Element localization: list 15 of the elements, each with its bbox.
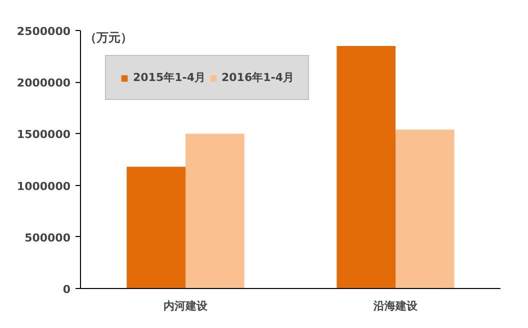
bar bbox=[186, 134, 244, 288]
legend-label: 2015年1-4月 bbox=[133, 70, 206, 85]
y-tick-label: 0 bbox=[62, 283, 71, 296]
y-tick-label: 500000 bbox=[24, 231, 71, 244]
legend-label: 2016年1-4月 bbox=[222, 70, 294, 85]
y-tick-label: 1500000 bbox=[16, 128, 71, 142]
x-tick-label: 沿海建设 bbox=[372, 300, 418, 312]
bar bbox=[336, 46, 396, 288]
y-tick-label: 1000000 bbox=[16, 180, 71, 193]
y-tick-label: 2500000 bbox=[16, 25, 71, 38]
bar bbox=[396, 130, 454, 288]
y-tick-label: 2000000 bbox=[16, 76, 71, 90]
bar bbox=[126, 166, 186, 288]
x-tick-label: 内河建设 bbox=[164, 300, 208, 312]
y-axis-title: （万元） bbox=[84, 30, 132, 44]
